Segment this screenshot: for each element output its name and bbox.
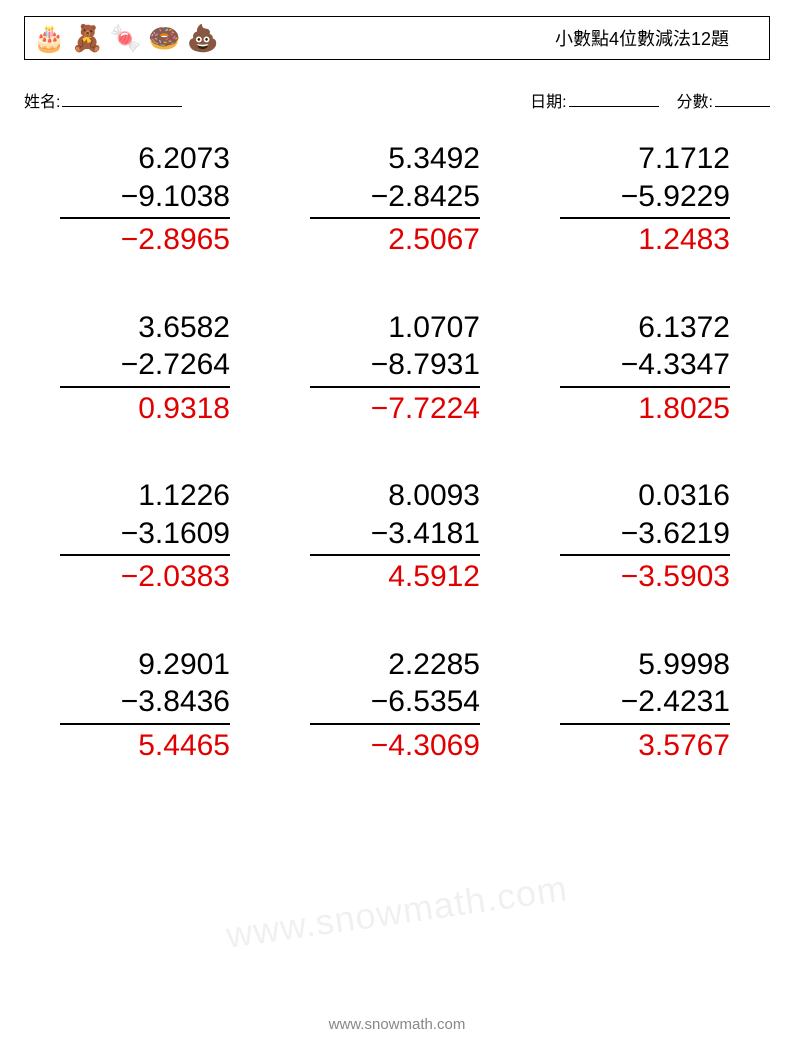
problem-9: 0.0316−3.6219−3.5903 [560,477,730,596]
answer: 1.2483 [560,219,730,259]
minuend: 0.0316 [560,477,730,515]
score-label: 分數: [677,88,713,112]
poop-icon: 💩 [187,23,219,54]
subtrahend: −3.8436 [60,683,230,725]
watermark: www.snowmath.com [224,867,571,956]
subtrahend: −3.4181 [310,515,480,557]
minuend: 3.6582 [60,309,230,347]
subtrahend: −2.7264 [60,346,230,388]
answer: −4.3069 [310,725,480,765]
page-title: 小數點4位數減法12題 [555,25,769,51]
problem-1: 6.2073−9.1038−2.8965 [60,140,230,259]
subtrahend: −3.1609 [60,515,230,557]
candy-icon: 🍬 [110,23,142,54]
minuend: 2.2285 [310,646,480,684]
name-field-line[interactable] [62,106,182,107]
answer: −2.0383 [60,556,230,596]
subtrahend: −3.6219 [560,515,730,557]
subtrahend: −2.8425 [310,178,480,220]
score-label-group: 分數: [677,88,770,112]
meta-row: 姓名: 日期: 分數: [24,88,770,112]
score-field-line[interactable] [715,106,770,107]
subtrahend: −5.9229 [560,178,730,220]
minuend: 1.1226 [60,477,230,515]
minuend: 9.2901 [60,646,230,684]
answer: −3.5903 [560,556,730,596]
bear-icon: 🧸 [71,23,103,54]
problem-2: 5.3492−2.84252.5067 [310,140,480,259]
answer: −2.8965 [60,219,230,259]
problem-4: 3.6582−2.72640.9318 [60,309,230,428]
answer: 0.9318 [60,388,230,428]
problem-5: 1.0707−8.7931−7.7224 [310,309,480,428]
header-box: 🎂 🧸 🍬 🍩 💩 小數點4位數減法12題 [24,16,770,60]
date-label: 日期: [530,88,566,112]
donut-icon: 🍩 [148,23,180,54]
answer: 5.4465 [60,725,230,765]
problem-8: 8.0093−3.41814.5912 [310,477,480,596]
problem-11: 2.2285−6.5354−4.3069 [310,646,480,765]
subtrahend: −8.7931 [310,346,480,388]
subtrahend: −4.3347 [560,346,730,388]
icon-row: 🎂 🧸 🍬 🍩 💩 [25,23,219,54]
minuend: 5.3492 [310,140,480,178]
minuend: 1.0707 [310,309,480,347]
minuend: 8.0093 [310,477,480,515]
problem-3: 7.1712−5.92291.2483 [560,140,730,259]
name-label: 姓名: [24,88,60,112]
answer: −7.7224 [310,388,480,428]
problem-12: 5.9998−2.42313.5767 [560,646,730,765]
problem-7: 1.1226−3.1609−2.0383 [60,477,230,596]
cake-icon: 🎂 [33,23,65,54]
subtrahend: −2.4231 [560,683,730,725]
subtrahend: −6.5354 [310,683,480,725]
date-label-group: 日期: [530,88,658,112]
answer: 1.8025 [560,388,730,428]
minuend: 6.2073 [60,140,230,178]
answer: 4.5912 [310,556,480,596]
minuend: 5.9998 [560,646,730,684]
problem-6: 6.1372−4.33471.8025 [560,309,730,428]
problem-10: 9.2901−3.84365.4465 [60,646,230,765]
footer-url: www.snowmath.com [0,1016,794,1033]
answer: 3.5767 [560,725,730,765]
minuend: 7.1712 [560,140,730,178]
problems-grid: 6.2073−9.1038−2.8965 5.3492−2.84252.5067… [60,140,730,764]
date-field-line[interactable] [569,106,659,107]
subtrahend: −9.1038 [60,178,230,220]
minuend: 6.1372 [560,309,730,347]
name-label-group: 姓名: [24,88,182,112]
answer: 2.5067 [310,219,480,259]
